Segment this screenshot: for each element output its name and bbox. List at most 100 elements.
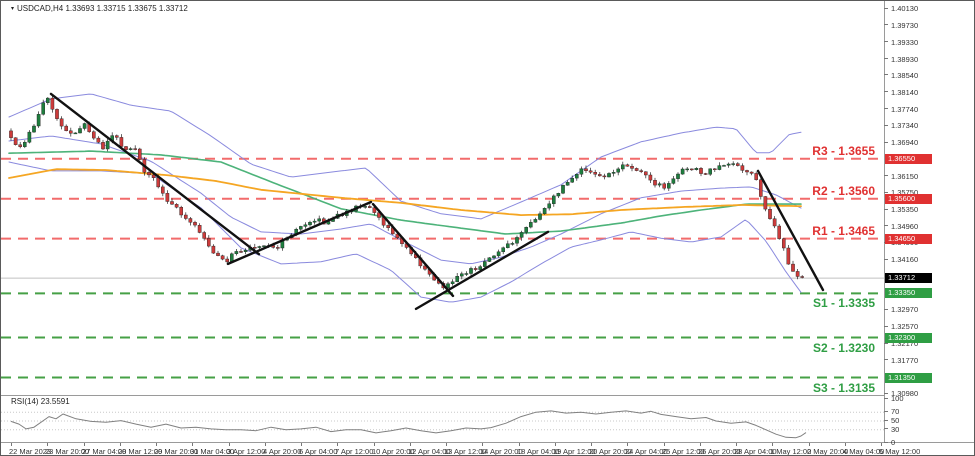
trendline-4[interactable] [414,230,550,311]
price-axis[interactable] [884,1,974,442]
main-chart-canvas[interactable] [1,1,884,394]
time-tick-label: 19 Apr 12:00 [553,447,596,456]
candle-body [9,130,13,138]
time-tick-mark [700,443,701,446]
trendline-2[interactable] [226,200,373,266]
price-tick-label: 1.32970 [891,305,919,314]
trendline-5[interactable] [756,169,825,292]
candle-body [78,128,82,134]
candle-body [584,168,588,171]
candle-body [317,218,322,222]
candle-body [616,168,620,173]
time-tick-label: 12 Apr 04:00 [408,447,451,456]
candle-body [446,283,450,289]
candle-body [630,165,634,169]
candle-body [634,168,639,171]
candle-body [529,222,533,228]
candle-body [506,243,510,248]
rsi-tick-mark [884,442,888,443]
candle-body [653,179,657,186]
trendline-1[interactable] [49,92,261,256]
candle-body [736,163,740,166]
time-tick-mark [156,443,157,446]
candle-body [676,173,680,179]
main-chart-pane[interactable] [1,1,884,394]
time-tick-mark [664,443,665,446]
price-tick-label: 1.38930 [891,55,919,64]
time-tick-label: 27 Mar 04:00 [82,447,127,456]
time-tick-mark [229,443,230,446]
time-tick-mark [519,443,520,446]
candle-body [777,225,781,239]
candle-body [202,232,207,239]
candle-body [487,257,492,262]
candle-body [713,168,717,171]
candle-body [759,179,763,197]
rsi-scale-label: 0 [891,438,896,447]
trendline-3[interactable] [371,202,455,298]
candle-body [216,252,220,256]
candle-body [13,137,18,145]
level-label-s1: S1 - 1.3335 [812,296,875,310]
candle-body [519,232,524,238]
price-tick-label: 1.40130 [891,4,919,13]
candle-body [18,144,23,147]
candle-body [23,141,27,147]
time-tick-mark [627,443,628,446]
time-tick-mark [47,443,48,446]
candle-body [795,271,800,277]
candle-body [745,170,749,173]
candle-body [27,131,32,143]
candle-body [469,268,473,274]
price-tick-label: 1.38540 [891,71,919,80]
rsi-canvas[interactable] [1,396,975,443]
time-tick-label: 13 Apr 12:00 [444,447,487,456]
time-axis[interactable]: 22 Mar 2023 23 Mar 20:00 27 Mar 04:00 28 Ma… [1,442,974,456]
price-tick-mark [884,259,888,260]
candle-body [694,168,699,170]
candle-body [174,204,179,208]
price-tick-mark [884,58,888,59]
candle-body [731,163,735,165]
candle-body [243,249,248,252]
time-tick-mark [555,443,556,446]
time-tick-label: 7 Apr 12:00 [335,447,374,456]
level-label-r3: R3 - 1.3655 [812,144,875,158]
candle-body [303,224,308,227]
time-tick-label: 29 Mar 20:00 [154,447,199,456]
candle-body [639,170,643,172]
price-tick-mark [884,41,888,42]
candle-body [170,201,174,205]
price-tick-label: 1.32570 [891,322,919,331]
candle-body [188,218,193,223]
candle-body [763,196,768,210]
candle-body [598,174,602,177]
time-tick-label: 22 Mar 2023 [9,447,52,456]
candle-body [556,193,561,197]
price-tick-label: 1.30980 [891,389,919,398]
candle-body [657,183,662,186]
price-tick-label: 1.39730 [891,21,919,30]
candle-body [667,183,671,189]
candle-body [621,164,625,170]
price-tick-label: 1.37740 [891,105,919,114]
axis-box-s2: 1.32300 [885,333,932,343]
rsi-indicator-label: RSI(14) 23.5591 [11,397,70,406]
candle-body [680,168,685,175]
price-tick-mark [884,175,888,176]
time-tick-mark [192,443,193,446]
candle-body [450,281,455,284]
candle-body [257,246,262,248]
candle-body [533,219,538,223]
candle-body [492,255,496,259]
candle-body [648,174,653,181]
time-tick-mark [301,443,302,446]
candle-body [193,222,197,226]
time-tick-label: 6 Apr 04:00 [299,447,338,456]
bollinger-lower-band [8,161,802,303]
candle-body [478,266,483,270]
rsi-indicator-pane[interactable] [1,395,884,443]
candle-body [515,237,519,244]
candle-body [206,238,211,247]
